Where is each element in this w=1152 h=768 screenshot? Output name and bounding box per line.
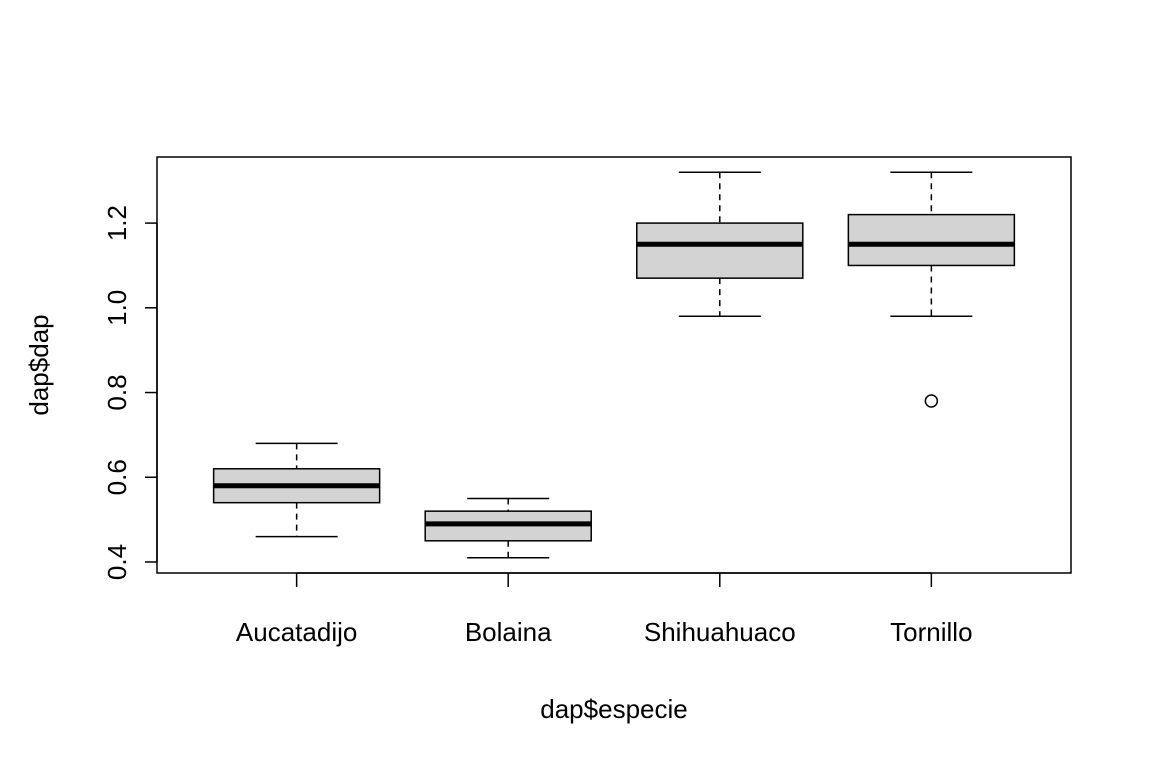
y-tick-label: 0.4 bbox=[102, 544, 132, 580]
box-shihuahuaco bbox=[636, 222, 804, 279]
outlier-point bbox=[924, 394, 939, 408]
x-axis-label: dap$especie bbox=[540, 694, 687, 724]
box-tornillo bbox=[847, 213, 1016, 267]
y-tick-label: 1.0 bbox=[102, 290, 132, 326]
y-axis-label: dap$dap bbox=[24, 314, 54, 415]
x-tick-label: Shihuahuaco bbox=[644, 617, 796, 647]
x-tick-label: Bolaina bbox=[465, 617, 552, 647]
x-tick-label: Aucatadijo bbox=[236, 617, 357, 647]
x-tick-label: Tornillo bbox=[890, 617, 972, 647]
y-tick-label: 1.2 bbox=[102, 205, 132, 241]
y-tick-label: 0.6 bbox=[102, 459, 132, 495]
y-tick-label: 0.8 bbox=[102, 374, 132, 410]
